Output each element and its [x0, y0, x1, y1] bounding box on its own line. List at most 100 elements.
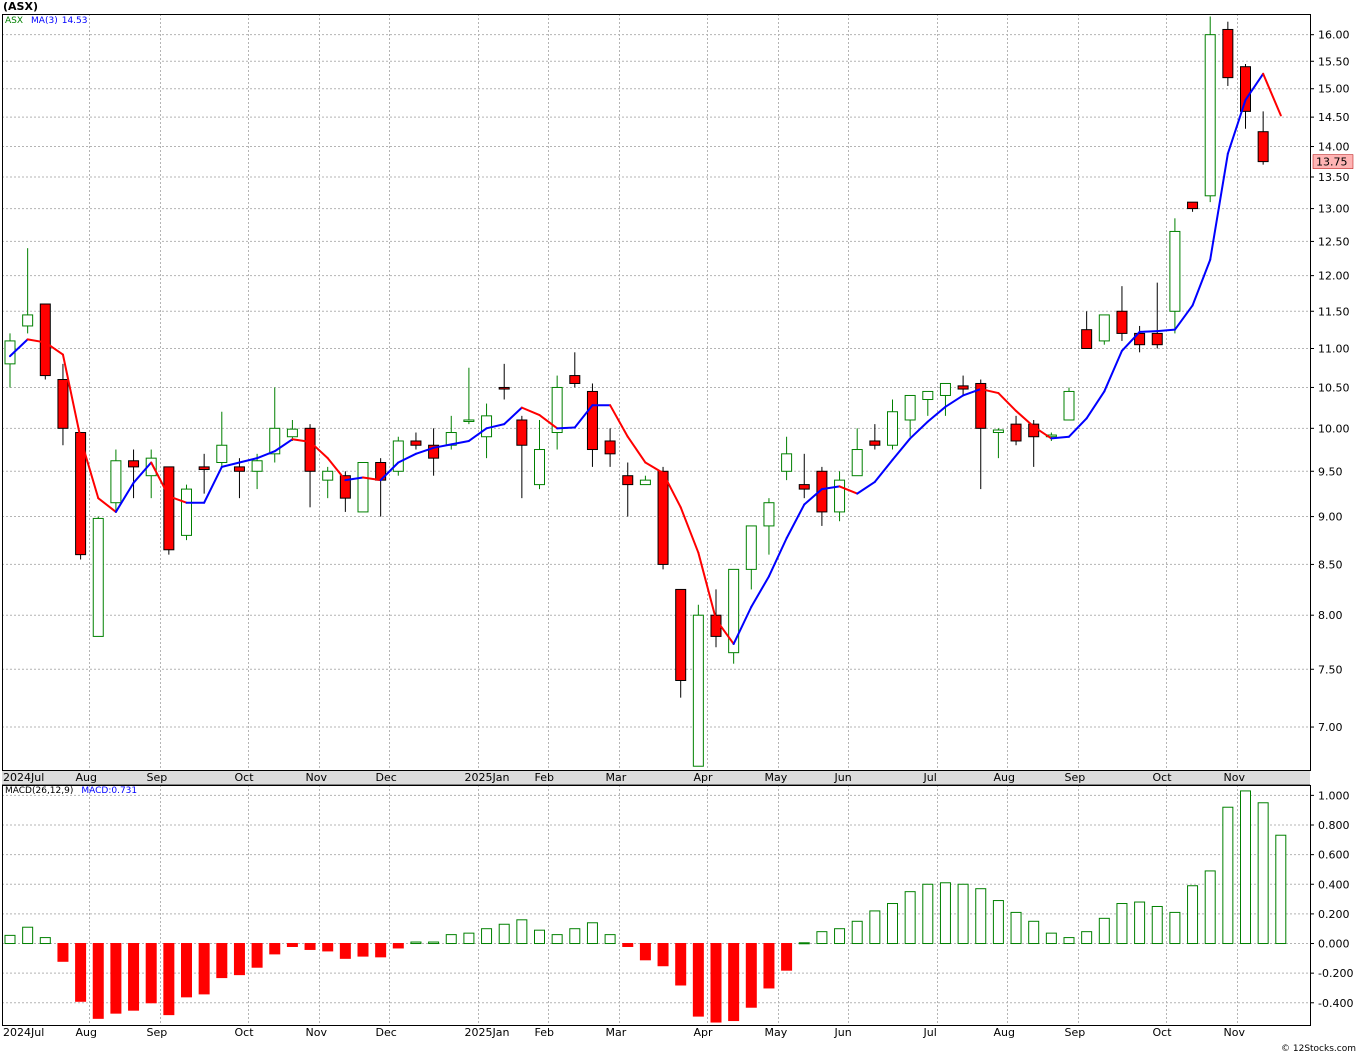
month-label: Dec: [376, 771, 397, 784]
candle-down: [957, 385, 969, 390]
candle-down: [622, 475, 634, 486]
month-label: 2025Jan: [465, 1026, 510, 1039]
ma3-segment: [538, 414, 559, 430]
candle-up: [534, 449, 545, 486]
price-tick-label: 12.00: [1318, 270, 1350, 283]
ma3-segment: [1191, 258, 1212, 307]
candle-down: [57, 379, 69, 429]
macd-bar-positive: [1187, 885, 1199, 945]
macd-bar-negative: [251, 943, 263, 968]
ma3-segment: [238, 457, 259, 464]
macd-bar-negative: [357, 943, 369, 957]
grid-layer: [2, 14, 1310, 1025]
macd-bar-positive: [904, 891, 916, 945]
macd-bar-positive: [922, 883, 934, 945]
price-tick-label: 7.50: [1318, 663, 1343, 676]
month-label: Oct: [1153, 771, 1173, 784]
ma3-segment: [662, 472, 682, 509]
month-label: Apr: [694, 1026, 714, 1039]
macd-legend: MACD(26,12,9) MACD:0.731: [5, 786, 145, 796]
macd-bar-negative: [75, 943, 87, 1002]
macd-bar-positive: [939, 882, 951, 945]
macd-tick-label: 0.800: [1318, 819, 1350, 832]
macd-panel: [4, 790, 1287, 1023]
candle-up: [728, 568, 740, 654]
macd-bar-positive: [569, 928, 581, 945]
macd-bar-positive: [1151, 905, 1163, 945]
price-tick-label: 13.50: [1318, 171, 1350, 184]
candle-down: [657, 470, 669, 565]
price-tick-label: 13.00: [1318, 203, 1350, 216]
candle-down: [586, 390, 598, 451]
ma3-segment: [150, 461, 170, 498]
ma3-segment: [450, 439, 470, 446]
month-label: Mar: [606, 771, 627, 784]
candle-down: [128, 460, 140, 468]
month-label: May: [765, 1026, 788, 1039]
ma3-segment: [891, 437, 912, 461]
ma3-segment: [820, 485, 841, 491]
candle-up: [392, 440, 404, 472]
candle-up: [22, 314, 34, 327]
ma3-segment: [203, 465, 223, 504]
ma3-segment: [626, 435, 647, 464]
month-label: Aug: [76, 1026, 97, 1039]
macd-bar-negative: [745, 943, 757, 1008]
candle-down: [1010, 423, 1022, 442]
month-label: Nov: [306, 1026, 328, 1039]
candle-up: [639, 479, 651, 486]
macd-bar-positive: [604, 934, 616, 945]
candle-down: [163, 466, 175, 551]
macd-tick-label: 0.400: [1318, 878, 1350, 891]
macd-bar-negative: [710, 943, 722, 1023]
candle-down: [1151, 332, 1163, 346]
macd-bar-negative: [198, 943, 210, 995]
macd-bar-positive: [534, 929, 545, 945]
ma3-segment: [1156, 328, 1176, 333]
macd-bar-negative: [622, 943, 634, 947]
macd-bar-negative: [92, 943, 104, 1019]
candle-up: [851, 449, 863, 477]
ma3-segment: [326, 457, 347, 482]
month-label: Jul: [923, 771, 937, 784]
ma3-segment: [979, 388, 1000, 395]
macd-bar-positive: [957, 883, 969, 945]
macd-bar-positive: [1081, 931, 1093, 945]
ma3-segment: [944, 394, 965, 408]
ma3-segment: [609, 404, 629, 438]
macd-bar-negative: [322, 943, 334, 952]
ma3-segment: [679, 506, 700, 554]
month-label: Sep: [1065, 771, 1086, 784]
candle-down: [498, 386, 510, 390]
candle-up: [904, 394, 916, 421]
ma3-segment: [362, 476, 382, 482]
macd-bar-positive: [869, 910, 881, 945]
candle-up: [181, 488, 192, 536]
month-label: Jun: [834, 1026, 852, 1039]
macd-bar-positive: [551, 934, 563, 945]
candle-down: [1187, 201, 1199, 210]
price-tick-label: 11.00: [1318, 342, 1350, 355]
ma3-segment: [750, 575, 770, 608]
macd-bar-negative: [216, 943, 228, 979]
month-label: 2025Jan: [465, 771, 510, 784]
candle-up: [887, 411, 898, 446]
candle-up: [692, 614, 704, 767]
candle-down: [428, 444, 440, 459]
macd-bar-positive: [481, 928, 493, 945]
macd-bar-positive: [798, 942, 810, 945]
ma3-segment: [1226, 98, 1247, 155]
candle-up: [834, 479, 846, 513]
month-label: Mar: [606, 1026, 627, 1039]
ma3-segment: [485, 423, 506, 430]
macd-bar-positive: [1028, 920, 1040, 945]
macd-bar-positive: [22, 926, 34, 945]
ma3-segment: [1173, 304, 1194, 331]
price-tick-label: 12.50: [1318, 235, 1350, 248]
ma3-segment: [273, 438, 294, 453]
candle-up: [992, 429, 1004, 434]
candle-down: [75, 432, 87, 556]
macd-bar-negative: [233, 943, 245, 976]
month-label: Nov: [1224, 1026, 1246, 1039]
macd-bar-negative: [692, 943, 704, 1017]
